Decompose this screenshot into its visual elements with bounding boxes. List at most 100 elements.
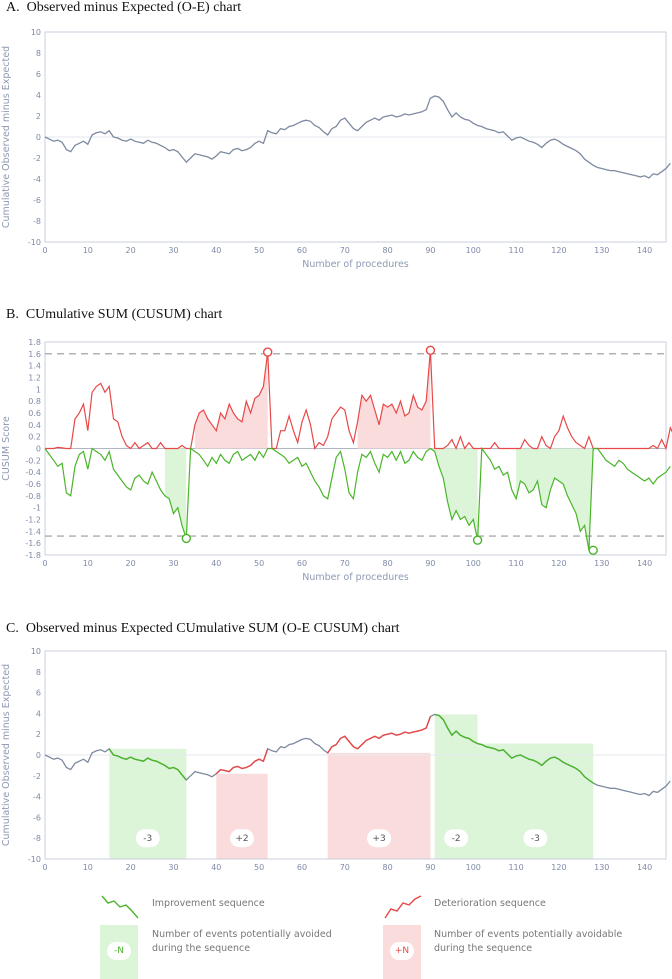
- improvement-badge: -N: [107, 942, 131, 960]
- x-tick-label: 120: [551, 246, 566, 255]
- x-tick-label: 10: [83, 559, 93, 568]
- x-tick-label: 40: [211, 246, 221, 255]
- y-tick-label: -10: [28, 855, 41, 864]
- x-tick-label: 90: [425, 559, 435, 568]
- y-tick-label: 6: [36, 689, 41, 698]
- y-tick-label: 6: [36, 70, 41, 79]
- sequence-label: -3: [531, 834, 540, 844]
- y-tick-label: -8: [33, 217, 41, 226]
- y-tick-label: -1.8: [25, 551, 41, 560]
- panel-b-title: B. CUmulative SUM (CUSUM) chart: [6, 307, 223, 322]
- y-tick-label: 8: [36, 49, 41, 58]
- lower-shaded-area: [164, 448, 187, 539]
- panel-c-title: C. Observed minus Expected CUmulative SU…: [6, 621, 400, 636]
- x-tick-label: 10: [83, 246, 93, 255]
- sequence-line-deterioration: [215, 748, 269, 775]
- x-tick-label: 80: [383, 246, 393, 255]
- x-tick-label: 120: [551, 863, 566, 872]
- x-tick-label: 100: [466, 559, 481, 568]
- x-tick-label: 120: [551, 559, 566, 568]
- y-tick-label: 1.2: [28, 374, 41, 383]
- y-tick-label: 0.8: [28, 397, 41, 406]
- x-tick-label: 20: [126, 246, 136, 255]
- x-axis-label: Number of procedures: [302, 259, 409, 270]
- improvement-legend-swatch: [101, 895, 139, 919]
- x-tick-label: 60: [297, 863, 307, 872]
- y-tick-label: 1.8: [28, 338, 41, 347]
- sequence-label-bg: [367, 829, 392, 848]
- sequence-label: +2: [235, 834, 248, 844]
- x-axis-label: Number of procedures: [302, 572, 409, 583]
- x-tick-label: 40: [211, 863, 221, 872]
- x-tick-label: 50: [254, 863, 264, 872]
- y-tick-label: -0.4: [25, 468, 41, 477]
- upper-shaded-area: [194, 352, 268, 449]
- y-tick-label: 1.6: [28, 350, 41, 359]
- y-tick-label: -2: [33, 772, 41, 781]
- x-tick-label: 10: [83, 863, 93, 872]
- deterioration-legend-label: Deterioration sequence: [434, 898, 546, 909]
- y-tick-label: -1.6: [25, 539, 41, 548]
- y-tick-label: -1: [33, 504, 41, 513]
- deterioration-badge-box: +N: [383, 925, 421, 979]
- y-tick-label: -10: [28, 238, 41, 247]
- y-tick-label: 0.2: [28, 433, 41, 442]
- x-tick-label: 70: [340, 863, 350, 872]
- y-tick-label: 0.4: [28, 421, 41, 430]
- x-tick-label: 0: [42, 246, 47, 255]
- y-tick-label: 2: [36, 730, 41, 739]
- x-tick-label: 70: [340, 559, 350, 568]
- oe-series-line: [44, 95, 671, 179]
- x-tick-label: 140: [637, 559, 652, 568]
- y-tick-label: -1.2: [25, 516, 41, 525]
- sequence-line-improvement: [477, 742, 594, 784]
- legend: Improvement sequence Deterioration seque…: [0, 885, 672, 979]
- sequence-line-improvement: [434, 713, 478, 745]
- y-tick-label: 10: [31, 647, 41, 656]
- x-tick-label: 50: [254, 246, 264, 255]
- x-tick-label: 40: [211, 559, 221, 568]
- panel-a-title: A. Observed minus Expected (O-E) chart: [6, 0, 242, 15]
- x-tick-label: 110: [508, 246, 523, 255]
- sequence-label: +3: [372, 834, 385, 844]
- y-tick-label: 4: [36, 709, 41, 718]
- y-tick-label: 4: [36, 91, 41, 100]
- cusum-chart: 1.8 1.6 1.4 1.2 1 0.8 0.6 0.4 0.2 0 -0.2 -0.4 -0.6 -0…: [1, 338, 672, 583]
- y-tick-label: 0.6: [28, 409, 41, 418]
- y-tick-label: 8: [36, 668, 41, 677]
- x-tick-label: 110: [508, 863, 523, 872]
- x-tick-label: 130: [594, 246, 609, 255]
- x-tick-label: 0: [42, 863, 47, 872]
- y-tick-label: -0.2: [25, 456, 41, 465]
- y-tick-label: 0: [36, 133, 41, 142]
- sequence-line-improvement: [108, 748, 187, 781]
- deterioration-events-label: Number of events potentially avoidable d…: [434, 929, 623, 954]
- x-tick-label: 60: [297, 559, 307, 568]
- y-axis-label: CUSUM Score: [1, 416, 12, 481]
- x-tick-label: 0: [42, 559, 47, 568]
- y-tick-label: -1.4: [25, 527, 41, 536]
- x-tick-label: 140: [637, 863, 652, 872]
- sequence-label: -2: [452, 834, 461, 844]
- y-tick-label: 0: [36, 751, 41, 760]
- improvement-badge-box: -N: [100, 925, 138, 979]
- improvement-events-label: Number of events potentially avoided dur…: [152, 929, 332, 954]
- x-tick-label: 50: [254, 559, 264, 568]
- lower-signal-marker: [181, 533, 192, 544]
- x-tick-label: 100: [466, 863, 481, 872]
- improvement-legend-label: Improvement sequence: [152, 898, 265, 909]
- y-tick-label: -6: [33, 196, 41, 205]
- sequence-label-bg: [523, 829, 548, 848]
- x-tick-label: 80: [383, 863, 393, 872]
- sequence-label-bg: [444, 829, 469, 848]
- y-tick-label: 1.4: [28, 362, 41, 371]
- deterioration-badge: +N: [390, 942, 414, 960]
- y-tick-label: -4: [33, 175, 41, 184]
- y-tick-label: -6: [33, 813, 41, 822]
- x-tick-label: 90: [425, 863, 435, 872]
- y-tick-label: -4: [33, 793, 41, 802]
- y-tick-label: 0: [36, 445, 41, 454]
- x-tick-label: 30: [168, 559, 178, 568]
- y-tick-label: -8: [33, 834, 41, 843]
